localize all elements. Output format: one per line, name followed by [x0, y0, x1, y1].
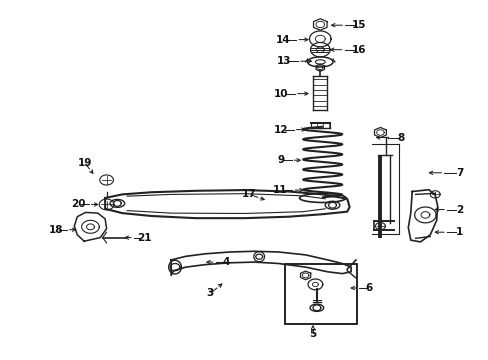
Text: 9: 9	[277, 155, 284, 165]
Text: 3: 3	[206, 288, 213, 298]
Text: 1: 1	[455, 227, 462, 237]
Text: 20: 20	[71, 199, 85, 210]
Text: 21: 21	[137, 233, 151, 243]
Text: 14: 14	[276, 35, 290, 45]
Text: 5: 5	[309, 329, 316, 339]
Text: 17: 17	[242, 189, 256, 199]
Text: 19: 19	[77, 158, 92, 168]
Bar	[284, 264, 356, 324]
Text: 16: 16	[351, 45, 366, 55]
Text: 18: 18	[49, 225, 63, 235]
Text: 10: 10	[273, 89, 288, 99]
Text: 15: 15	[351, 20, 366, 30]
Text: 2: 2	[455, 204, 462, 215]
Text: 7: 7	[455, 168, 463, 178]
Text: 6: 6	[365, 283, 372, 293]
Text: 12: 12	[273, 125, 288, 135]
Text: 8: 8	[397, 132, 404, 143]
Text: 11: 11	[272, 185, 287, 195]
Text: 4: 4	[222, 257, 229, 267]
Text: 13: 13	[276, 56, 290, 66]
